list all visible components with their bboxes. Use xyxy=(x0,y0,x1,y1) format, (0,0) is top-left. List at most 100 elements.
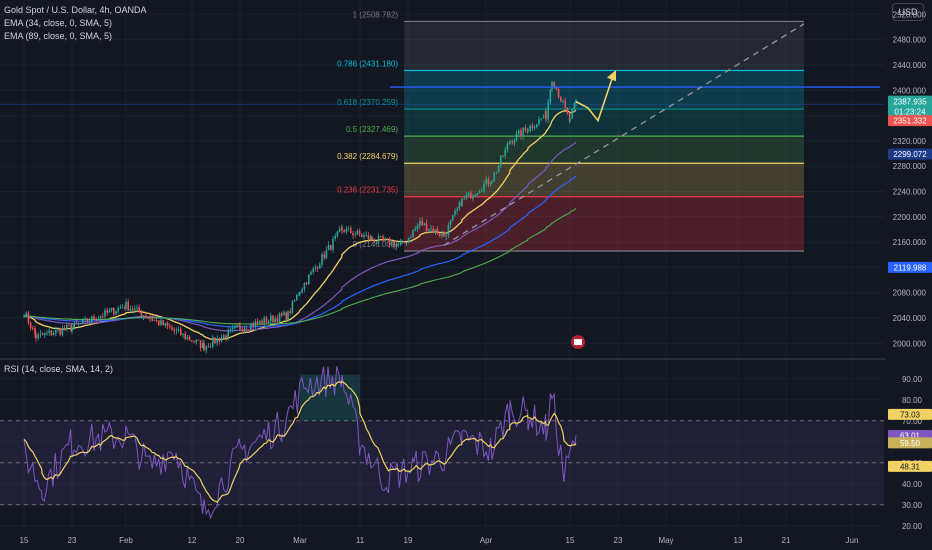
time-tick-label: 20 xyxy=(236,536,245,545)
candle-body xyxy=(529,125,531,131)
fib-level-label: 0.382 (2284.679) xyxy=(337,152,398,161)
candle-body xyxy=(403,241,405,243)
time-tick-label: 13 xyxy=(734,536,743,545)
price-tick-label: 2160.000 xyxy=(893,238,927,247)
candle-body xyxy=(216,338,218,344)
candle-body xyxy=(506,143,509,150)
candle-body xyxy=(25,312,27,317)
price-tag-bg xyxy=(888,95,932,118)
candle-body xyxy=(153,320,156,321)
candle-body xyxy=(405,242,408,244)
trend-projection-line xyxy=(443,23,805,246)
candle-body xyxy=(393,241,395,247)
candle-body xyxy=(407,237,410,243)
price-tick-label: 2080.000 xyxy=(893,289,927,298)
candle-body xyxy=(334,235,336,239)
candle-body xyxy=(234,326,236,328)
price-tick-label: 2240.000 xyxy=(893,187,927,196)
candle-body xyxy=(84,318,86,320)
candle-body xyxy=(248,329,250,331)
candle-body xyxy=(164,322,167,326)
candle-body xyxy=(270,315,272,322)
candle-body xyxy=(129,308,132,311)
candle-body xyxy=(155,320,158,321)
candle-body xyxy=(395,244,397,247)
candle-body xyxy=(186,336,189,339)
price-tag-label: 2351.332 xyxy=(893,117,927,126)
candle-body xyxy=(345,228,348,233)
candle-body xyxy=(115,311,117,315)
ema-89-legend[interactable]: EMA (89, close, 0, SMA, 5) xyxy=(4,31,113,41)
candle-body xyxy=(147,317,149,319)
time-tick-label: 15 xyxy=(566,536,575,545)
candle-body xyxy=(231,327,234,330)
candle-body xyxy=(134,308,136,311)
candle-body xyxy=(180,329,182,336)
rsi-tick-label: 90.00 xyxy=(902,375,923,384)
candle-body xyxy=(265,317,268,323)
candle-body xyxy=(470,192,472,199)
price-tick-label: 2520.000 xyxy=(893,10,927,19)
candle-body xyxy=(50,330,53,336)
currency-button[interactable]: USD xyxy=(892,3,924,21)
candle-body xyxy=(223,335,225,338)
candle-body xyxy=(293,300,296,302)
price-tick-label: 2000.000 xyxy=(893,339,927,348)
fib-zone xyxy=(404,21,804,71)
candle-body xyxy=(214,337,216,344)
candle-body xyxy=(88,321,91,323)
candle-body xyxy=(508,142,511,144)
candle-body xyxy=(162,320,164,326)
candle-body xyxy=(439,234,441,236)
candle-body xyxy=(197,339,200,341)
candle-body xyxy=(476,193,479,195)
candle-body xyxy=(254,321,257,327)
candle-body xyxy=(330,245,332,250)
candle-body xyxy=(412,230,414,238)
candle-body xyxy=(188,336,191,341)
candle-body xyxy=(39,333,42,335)
price-tick-label: 2440.000 xyxy=(893,61,927,70)
candle-body xyxy=(399,242,402,245)
symbol-title[interactable]: Gold Spot / U.S. Dollar, 4h, OANDA xyxy=(4,5,147,15)
fib-level-label: 0.786 (2431.180) xyxy=(337,60,398,69)
time-tick-label: Jun xyxy=(846,536,859,545)
candle-body xyxy=(367,235,370,240)
candle-body xyxy=(312,268,314,273)
candle-body xyxy=(63,328,66,330)
event-flag-icon-stripe xyxy=(574,339,582,346)
rsi-tick-label: 20.00 xyxy=(902,522,923,531)
fib-level-label: 1 (2508.782) xyxy=(353,10,399,19)
candle-body xyxy=(531,125,534,129)
price-tag-bg xyxy=(888,148,932,160)
candle-body xyxy=(487,179,490,185)
candle-body xyxy=(568,113,571,122)
candle-body xyxy=(298,293,300,295)
candle-body xyxy=(104,310,106,317)
candle-body xyxy=(209,346,212,348)
time-tick-label: 11 xyxy=(356,536,365,545)
candle-body xyxy=(388,238,391,246)
candle-body xyxy=(332,238,334,250)
price-tick-label: 2280.000 xyxy=(893,162,927,171)
ema-34-line xyxy=(23,109,577,341)
candle-body xyxy=(124,307,126,309)
candle-body xyxy=(573,102,576,110)
candle-body xyxy=(272,315,274,323)
candle-body xyxy=(108,310,111,313)
candle-body xyxy=(350,228,352,234)
candle-body xyxy=(229,329,232,331)
rsi-legend[interactable]: RSI (14, close, SMA, 14, 2) xyxy=(4,364,114,374)
candle-body xyxy=(472,196,474,199)
fib-zone xyxy=(404,163,804,197)
fib-level-label: 0.618 (2370.259) xyxy=(337,98,398,107)
ema-34-legend[interactable]: EMA (34, close, 0, SMA, 5) xyxy=(4,18,113,28)
candle-body xyxy=(29,322,32,329)
candle-body xyxy=(363,235,365,238)
rsi-line xyxy=(23,366,577,520)
rsi-tag-label: 63.01 xyxy=(900,431,921,440)
fibonacci-retracement[interactable]: 1 (2508.782) 0.786 (2431.180) 0.618 (2370.… xyxy=(337,10,804,252)
candle-body xyxy=(140,312,143,317)
candle-body xyxy=(299,292,301,294)
